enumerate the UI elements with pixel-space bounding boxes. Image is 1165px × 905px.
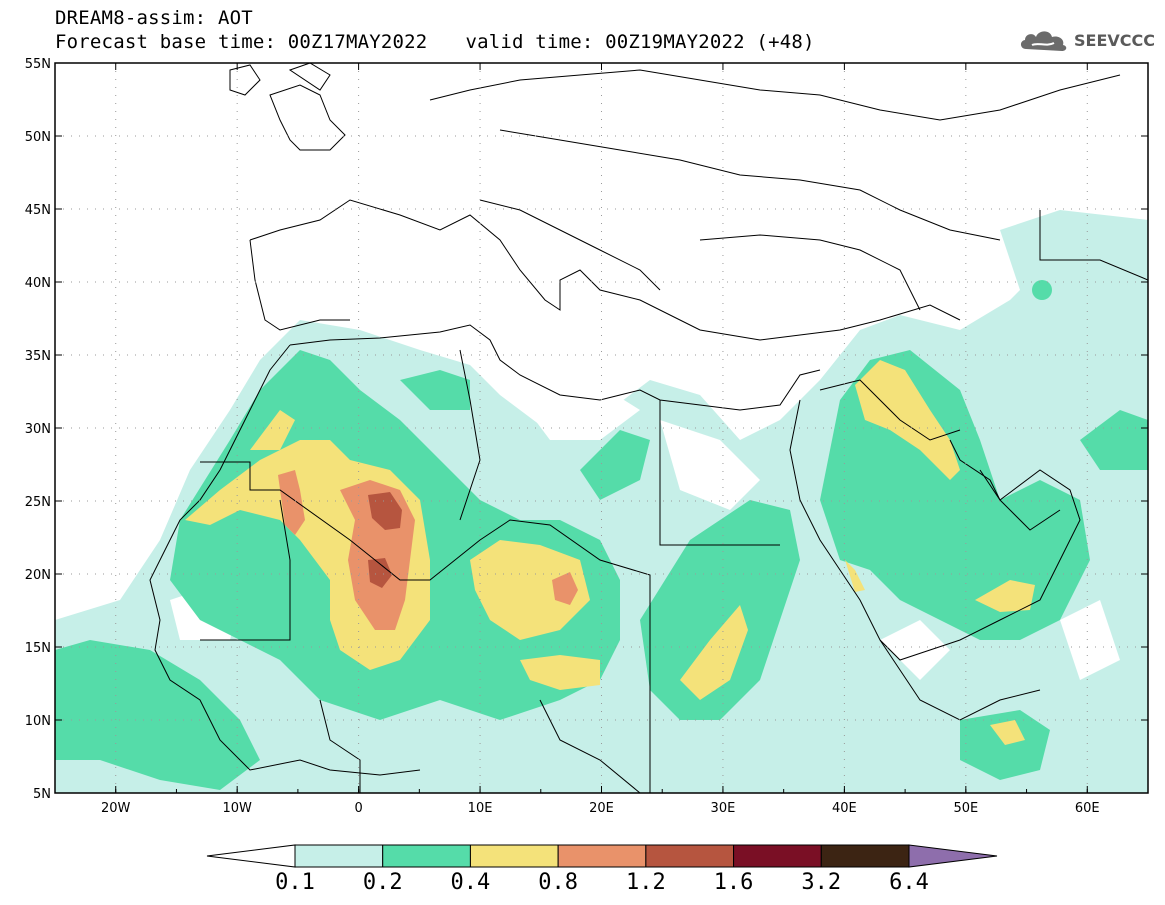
seevccc-logo: SEEVCCC bbox=[1018, 26, 1155, 54]
map-subtitle: Forecast base time: 00Z17MAY2022 valid ti… bbox=[55, 32, 815, 52]
aot-shaded-field bbox=[55, 210, 1148, 793]
lat-tick-label: 55N bbox=[25, 57, 51, 72]
aot-level-1.2 bbox=[368, 492, 402, 588]
lon-tick-label: 10E bbox=[468, 801, 493, 816]
lat-tick-label: 30N bbox=[25, 422, 51, 437]
colorbar-label: 0.8 bbox=[538, 870, 578, 895]
lat-tick-label: 5N bbox=[33, 787, 51, 802]
lat-tick-label: 35N bbox=[25, 349, 51, 364]
lon-tick-label: 30E bbox=[711, 801, 736, 816]
lat-tick-label: 20N bbox=[25, 568, 51, 583]
lat-tick-label: 10N bbox=[25, 714, 51, 729]
colorbar-swatch bbox=[469, 844, 559, 868]
map-title: DREAM8-assim: AOT bbox=[55, 7, 253, 29]
lon-tick-label: 60E bbox=[1075, 801, 1100, 816]
colorbar-swatch bbox=[294, 844, 384, 868]
colorbar: 0.1 0.2 0.4 0.8 1.2 1.6 3.2 6.4 bbox=[206, 844, 998, 895]
colorbar-swatch bbox=[557, 844, 647, 868]
cloud-logo-icon bbox=[1020, 31, 1067, 51]
colorbar-low-triangle bbox=[206, 844, 296, 868]
colorbar-swatch bbox=[733, 844, 822, 868]
colorbar-label: 3.2 bbox=[801, 870, 841, 895]
lon-tick-label: 50E bbox=[953, 801, 978, 816]
lon-tick-label: 20E bbox=[589, 801, 614, 816]
lon-tick-label: 10W bbox=[222, 801, 252, 816]
colorbar-swatch bbox=[645, 844, 735, 868]
valid-time-label: valid time: 00Z19MAY2022 (+48) bbox=[465, 31, 815, 53]
colorbar-swatch bbox=[382, 844, 471, 868]
lat-tick-label: 45N bbox=[25, 203, 51, 218]
lat-tick-label: 50N bbox=[25, 130, 51, 145]
lat-tick-label: 15N bbox=[25, 641, 51, 656]
longitude-axis: 20W 10W 0 10E 20E 30E 40E 50E 60E bbox=[54, 63, 1149, 816]
colorbar-label: 0.1 bbox=[275, 870, 315, 895]
colorbar-swatch bbox=[820, 844, 910, 868]
logo-text: SEEVCCC bbox=[1074, 30, 1155, 50]
colorbar-label: 0.4 bbox=[451, 870, 491, 895]
lat-tick-label: 40N bbox=[25, 276, 51, 291]
lat-tick-label: 25N bbox=[25, 495, 51, 510]
base-time-label: Forecast base time: 00Z17MAY2022 bbox=[55, 31, 428, 53]
lon-tick-label: 20W bbox=[101, 801, 131, 816]
map-gridlines bbox=[55, 63, 1148, 793]
latitude-axis: 5N 10N 15N 20N 25N 30N 35N 40N 45N 50N 55N bbox=[25, 57, 1148, 802]
colorbar-label: 0.2 bbox=[363, 870, 403, 895]
colorbar-label: 6.4 bbox=[889, 870, 929, 895]
lon-tick-label: 0 bbox=[354, 801, 362, 816]
lon-tick-label: 40E bbox=[832, 801, 857, 816]
coastlines-borders bbox=[149, 63, 1148, 793]
colorbar-label: 1.2 bbox=[626, 870, 666, 895]
colorbar-label: 1.6 bbox=[714, 870, 754, 895]
colorbar-high-triangle bbox=[908, 844, 998, 868]
